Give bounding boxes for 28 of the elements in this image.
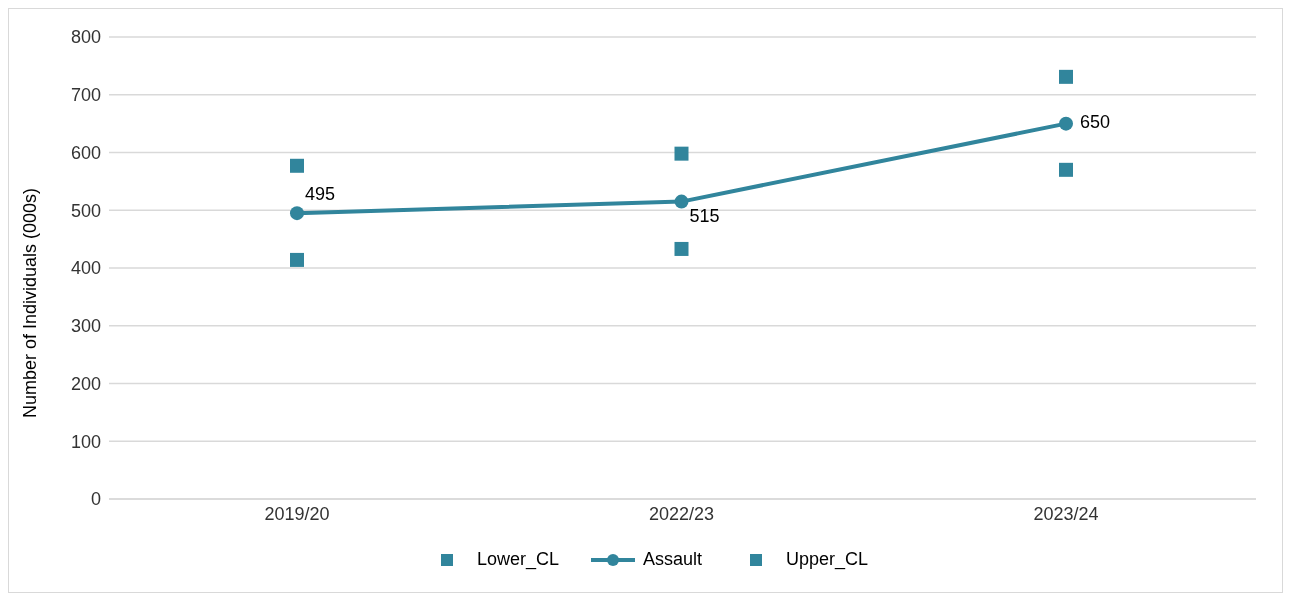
- point: [290, 252, 304, 267]
- y-tick-label: 800: [70, 27, 101, 48]
- point: [674, 146, 689, 161]
- y-tick-label: 100: [70, 431, 101, 452]
- y-tick-label: 600: [70, 142, 101, 163]
- y-axis-title: Number of Individuals (000s): [20, 187, 41, 418]
- legend-label: Assault: [642, 549, 703, 570]
- y-tick-label: 400: [70, 258, 101, 279]
- y-tick-label: 300: [70, 316, 101, 337]
- point: [1059, 116, 1073, 131]
- x-tick-label: 2019/20: [264, 503, 330, 524]
- legend-label: Lower_CL: [476, 549, 559, 570]
- point: [1059, 69, 1073, 84]
- point: [290, 158, 304, 173]
- data-label: 650: [1080, 112, 1111, 133]
- y-tick-label: 700: [70, 85, 101, 106]
- point: [1059, 162, 1073, 177]
- legend-label: Upper_CL: [786, 549, 869, 570]
- x-tick-label: 2022/23: [648, 503, 715, 524]
- y-tick-label: 200: [70, 373, 101, 394]
- y-tick-label: 0: [90, 489, 101, 510]
- point: [674, 194, 689, 209]
- data-label: 515: [689, 206, 720, 227]
- point: [674, 241, 689, 256]
- x-tick-label: 2023/24: [1033, 503, 1099, 524]
- point: [290, 206, 304, 221]
- data-label: 495: [305, 183, 336, 204]
- y-tick-label: 500: [70, 200, 101, 221]
